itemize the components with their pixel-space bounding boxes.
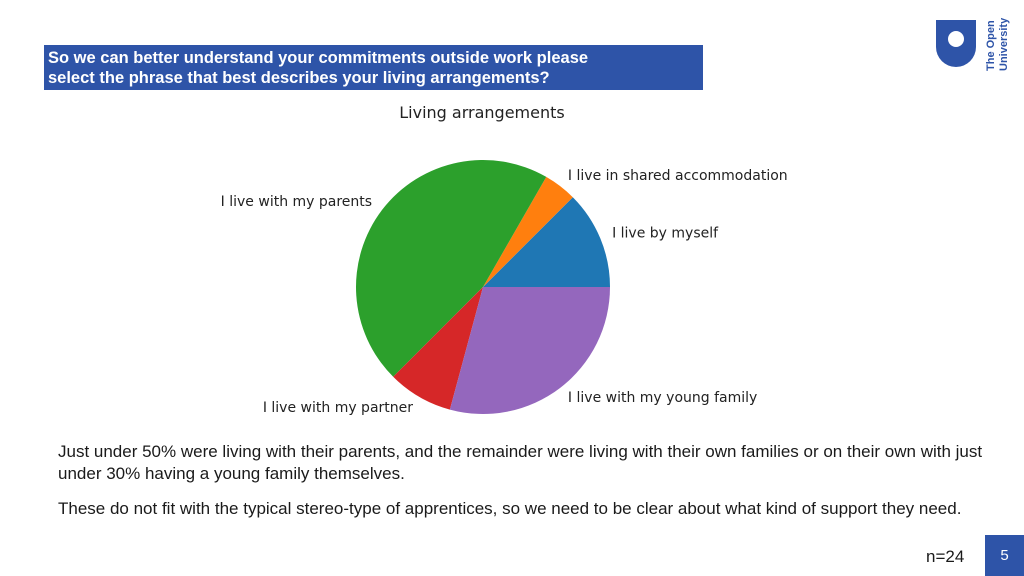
pie-label-i-live-with-my-young-family: I live with my young family — [568, 390, 757, 406]
question-line-1: So we can better understand your commitm… — [48, 49, 589, 67]
pie-slice-i-live-with-my-young-family — [449, 287, 610, 414]
summary-paragraph-2: These do not fit with the typical stereo… — [58, 499, 962, 518]
open-university-logo: The Open University — [936, 17, 1010, 71]
pie-slice-i-live-in-shared-accommodation — [483, 176, 573, 287]
pie-slice-i-live-with-my-partner — [393, 287, 483, 410]
pie-slice-i-live-with-my-parents — [356, 160, 547, 377]
pie-label-i-live-in-shared-accommodation: I live in shared accommodation — [568, 168, 788, 184]
logo-dot — [948, 31, 964, 47]
logo-text-line-1: The Open — [985, 20, 997, 71]
summary-paragraph-1: Just under 50% were living with their pa… — [58, 442, 983, 483]
sample-size-label: n=24 — [926, 547, 965, 566]
pie-label-i-live-with-my-parents: I live with my parents — [221, 194, 372, 210]
pie-label-i-live-by-myself: I live by myself — [612, 226, 719, 242]
page-number-badge: 5 — [985, 535, 1024, 576]
question-line-2: select the phrase that best describes yo… — [48, 69, 550, 87]
chart-title: Living arrangements — [399, 103, 565, 122]
pie-slice-i-live-by-myself — [483, 197, 610, 287]
pie-label-i-live-with-my-partner: I live with my partner — [263, 400, 413, 416]
logo-text-line-2: University — [998, 17, 1010, 71]
question-header: So we can better understand your commitm… — [44, 45, 703, 90]
